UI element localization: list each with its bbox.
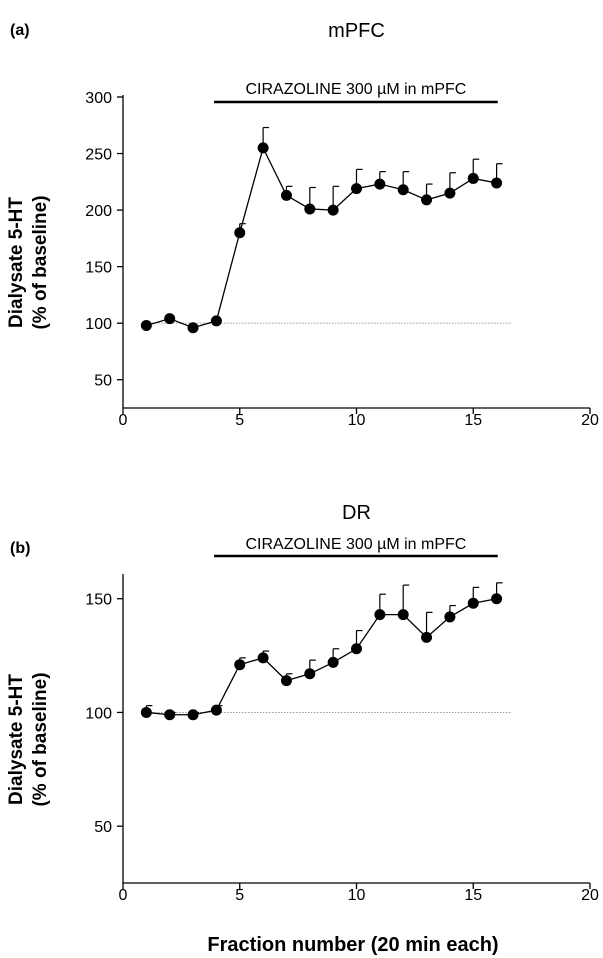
data-point	[234, 659, 246, 671]
x-tick-label: 10	[348, 412, 366, 429]
x-tick-label: 5	[235, 412, 244, 429]
y-tick-label: 300	[85, 90, 112, 107]
panel-label: (b)	[10, 540, 30, 557]
data-point	[257, 142, 269, 154]
data-point	[164, 313, 176, 325]
y-axis-title-line: (% of baseline)	[30, 195, 51, 329]
y-axis-title: Dialysate 5-HT (% of baseline)	[6, 195, 51, 329]
data-point	[374, 609, 386, 621]
data-point	[234, 227, 246, 239]
x-tick-label: 15	[464, 412, 482, 429]
x-tick-label: 5	[235, 887, 244, 904]
data-point	[374, 178, 386, 190]
series-line	[146, 598, 497, 716]
data-point	[304, 668, 316, 680]
y-tick-label: 50	[94, 819, 112, 836]
data-point	[444, 187, 456, 199]
y-axis-title-line: Dialysate 5-HT	[6, 674, 27, 805]
data-point	[304, 203, 316, 215]
panel-title: DR	[342, 502, 371, 524]
y-tick-label: 100	[85, 705, 112, 722]
x-tick-label: 15	[464, 887, 482, 904]
data-point	[397, 184, 409, 196]
y-axis-title-line: (% of baseline)	[30, 672, 51, 806]
treatment-label: CIRAZOLINE 300 µM in mPFC	[246, 81, 467, 98]
data-point	[210, 315, 222, 327]
x-axis-title: Fraction number (20 min each)	[207, 934, 498, 956]
y-tick-label: 200	[85, 203, 112, 220]
data-point	[421, 194, 433, 206]
x-tick-label: 20	[581, 887, 599, 904]
series-line	[146, 146, 497, 329]
x-tick-label: 0	[119, 412, 128, 429]
x-tick-label: 0	[119, 887, 128, 904]
data-point	[397, 609, 409, 621]
data-point	[187, 322, 199, 334]
data-point	[444, 611, 456, 623]
y-tick-label: 250	[85, 147, 112, 164]
data-point	[491, 593, 503, 605]
data-point	[327, 204, 339, 216]
y-tick-label: 150	[85, 260, 112, 277]
panel-label: (a)	[10, 22, 30, 39]
y-axis-title-line: Dialysate 5-HT	[6, 197, 27, 328]
data-point	[467, 172, 479, 184]
data-point	[210, 704, 222, 716]
data-point	[257, 652, 269, 664]
data-point	[491, 177, 503, 189]
data-point	[280, 189, 292, 201]
y-axis-title: Dialysate 5-HT (% of baseline)	[6, 672, 51, 806]
y-tick-label: 150	[85, 592, 112, 609]
data-point	[280, 675, 292, 687]
data-point	[351, 183, 362, 195]
x-tick-label: 10	[348, 887, 366, 904]
data-point	[140, 706, 152, 718]
x-tick-label: 20	[581, 412, 599, 429]
data-point	[421, 631, 433, 643]
data-point	[140, 319, 152, 331]
data-point	[327, 656, 339, 668]
data-point	[187, 709, 199, 721]
y-tick-label: 50	[94, 373, 112, 390]
panel-title: mPFC	[328, 20, 385, 42]
data-point	[351, 643, 362, 655]
treatment-label: CIRAZOLINE 300 µM in mPFC	[246, 536, 467, 553]
y-tick-label: 100	[85, 316, 112, 333]
data-point	[467, 597, 479, 609]
data-point	[164, 709, 176, 721]
